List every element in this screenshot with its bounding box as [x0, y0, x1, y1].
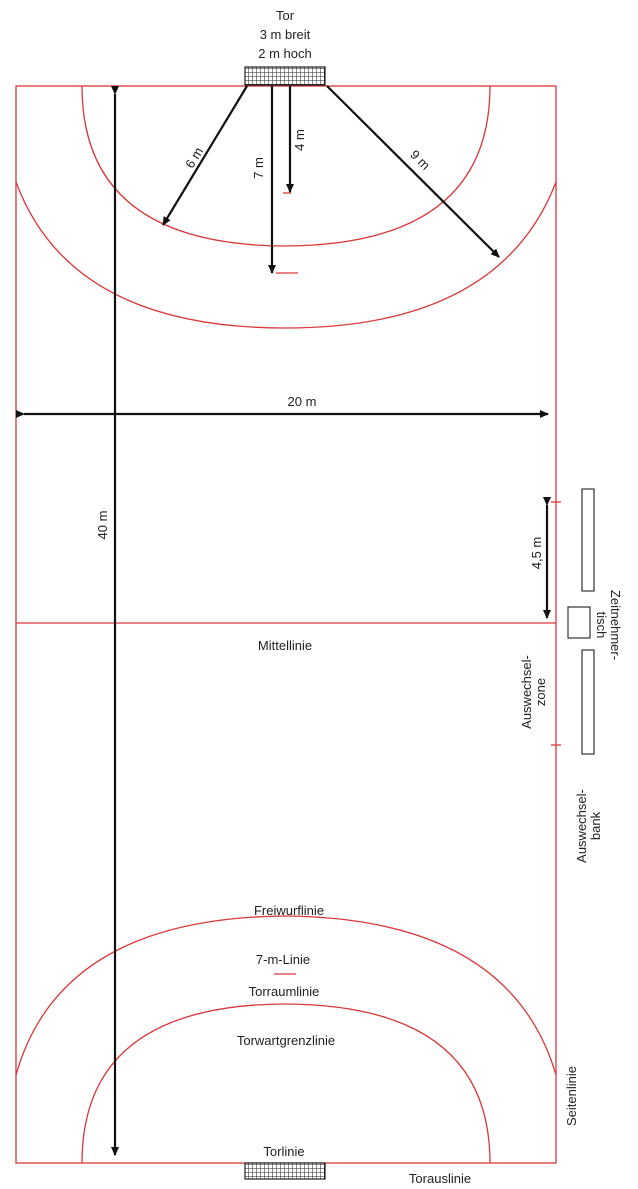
- top-goal-area-line: [81, 85, 491, 247]
- top-free-throw-line: [15, 181, 557, 329]
- top-goal: [244, 66, 326, 86]
- timekeeper-label-2: tisch: [594, 612, 609, 639]
- goal-line-label: Torlinie: [263, 1144, 304, 1159]
- bottom-goal-area-line: [81, 1003, 491, 1164]
- goal-title: Tor: [276, 8, 295, 23]
- timekeeper-table: [567, 606, 591, 639]
- outer-goal-line-label: Torauslinie: [409, 1171, 471, 1186]
- free-throw-line-label: Freiwurflinie: [254, 903, 324, 918]
- goalkeeper-line-label: Torwartgrenzlinie: [237, 1033, 335, 1048]
- seven-m-line-label: 7-m-Linie: [256, 952, 310, 967]
- width-label: 20 m: [288, 394, 317, 409]
- substitution-zone-label-2: zone: [533, 678, 548, 706]
- substitution-bench-lower: [581, 649, 595, 755]
- six-m-arrow: [162, 85, 248, 226]
- court-boundary: [15, 85, 557, 1164]
- substitution-bench-label-2: bank: [588, 811, 603, 840]
- sub-zone-label: 4,5 m: [529, 537, 544, 570]
- side-line-label: Seitenlinie: [564, 1066, 579, 1126]
- length-label: 40 m: [95, 511, 110, 540]
- bottom-free-throw-line: [15, 915, 557, 1076]
- substitution-bench-label-1: Auswechsel-: [574, 789, 589, 863]
- goal-height: 2 m hoch: [258, 46, 311, 61]
- six-m-label: 6 m: [182, 145, 206, 171]
- center-line-label: Mittellinie: [258, 638, 312, 653]
- seven-m-label: 7 m: [251, 157, 266, 179]
- bottom-goal: [244, 1162, 326, 1180]
- nine-m-arrow: [326, 85, 500, 258]
- substitution-zone-label-1: Auswechsel-: [519, 655, 534, 729]
- timekeeper-label-1: Zeitnehmer-: [608, 590, 623, 660]
- substitution-bench-upper: [581, 488, 595, 592]
- goal-area-line-label: Torraumlinie: [249, 984, 320, 999]
- goal-width: 3 m breit: [260, 27, 311, 42]
- four-m-label: 4 m: [292, 129, 307, 151]
